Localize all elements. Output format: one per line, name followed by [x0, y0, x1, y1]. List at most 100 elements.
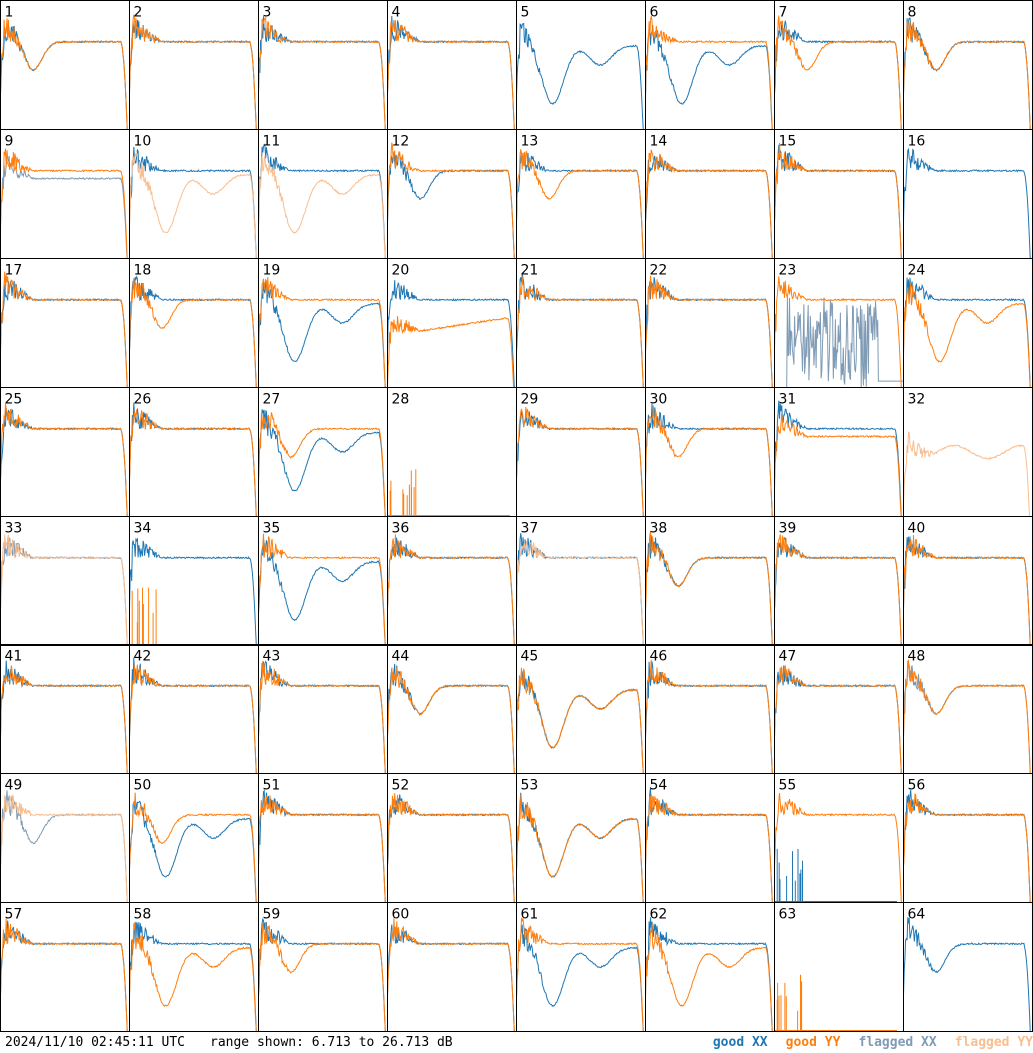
panel-16: 16: [903, 129, 1033, 259]
panel-label-49: 49: [5, 778, 23, 794]
panel-4: 4: [387, 0, 517, 130]
series-yy-42: [129, 664, 257, 774]
series-xx-38: [645, 535, 773, 646]
series-yy-9: [0, 148, 128, 259]
panel-27: 27: [258, 387, 388, 517]
series-xx-45: [516, 670, 644, 774]
series-xx-23: [774, 297, 904, 388]
series-yy-4: [387, 19, 515, 130]
panel-51: 51: [258, 773, 388, 903]
series-yy-1: [0, 18, 128, 130]
panel-label-30: 30: [650, 392, 668, 408]
legend-flagged-xx: flagged XX: [858, 1035, 937, 1050]
panel-label-7: 7: [779, 5, 788, 21]
series-yy-23: [774, 276, 902, 388]
panel-label-36: 36: [392, 521, 410, 537]
series-yy-25: [0, 403, 128, 517]
panel-20: 20: [387, 258, 517, 388]
panel-label-61: 61: [521, 907, 539, 923]
panel-56: 56: [903, 773, 1033, 903]
timestamp-label: 2024/11/10 02:45:11 UTC: [5, 1035, 186, 1050]
panel-label-43: 43: [263, 649, 281, 665]
series-xx-27: [258, 409, 386, 517]
series-yy-55: [774, 793, 902, 903]
legend-flagged-yy: flagged YY: [954, 1035, 1033, 1050]
series-yy-32: [903, 431, 1030, 517]
panel-border-9: [0, 129, 130, 259]
series-xx-42: [129, 657, 257, 774]
series-xx-57: [0, 920, 128, 1032]
series-yy-53: [516, 794, 644, 903]
panel-label-34: 34: [134, 521, 152, 537]
series-xx-59: [258, 917, 386, 1032]
series-xx-52: [387, 794, 515, 903]
series-yy-47: [774, 664, 902, 774]
series-yy-51: [258, 795, 386, 903]
series-xx-5: [516, 22, 644, 130]
panel-label-35: 35: [263, 521, 281, 537]
panel-22: 22: [645, 258, 775, 388]
series-xx-6: [645, 25, 773, 130]
series-yy-3: [258, 16, 386, 130]
series-yy-46: [645, 659, 773, 774]
panel-37: 37: [516, 516, 646, 646]
panel-label-48: 48: [908, 649, 926, 665]
panel-label-54: 54: [650, 778, 668, 794]
series-xx-21: [516, 273, 644, 388]
series-yy-43: [258, 660, 386, 774]
series-yy-33: [0, 534, 128, 646]
series-xx-54: [645, 787, 773, 903]
panel-label-42: 42: [134, 649, 152, 665]
series-xx-30: [645, 403, 773, 517]
panel-label-51: 51: [263, 778, 281, 794]
panel-33: 33: [0, 516, 130, 646]
series-yy-52: [387, 793, 515, 903]
series-yy-11: [258, 155, 386, 259]
panel-12: 12: [387, 129, 517, 259]
panel-label-47: 47: [779, 649, 797, 665]
panel-label-45: 45: [521, 649, 539, 665]
panel-label-5: 5: [521, 5, 530, 21]
series-xx-16: [903, 147, 1031, 259]
panel-55: 55: [774, 773, 904, 903]
panel-label-16: 16: [908, 134, 926, 150]
panel-62: 62: [645, 902, 775, 1032]
panel-label-12: 12: [392, 134, 410, 150]
panel-border-4: [387, 0, 517, 130]
panel-25: 25: [0, 387, 130, 517]
series-yy-26: [129, 409, 257, 517]
panel-border-8: [903, 0, 1033, 130]
panel-3: 3: [258, 0, 388, 130]
panel-label-19: 19: [263, 263, 281, 279]
series-xx-17: [0, 280, 128, 388]
panel-28: 28: [387, 387, 517, 517]
series-yy-29: [516, 406, 644, 517]
series-xx-48: [903, 661, 1031, 774]
panel-11: 11: [258, 129, 388, 259]
panel-41: 41: [0, 644, 130, 774]
legend: good XX good YY flagged XX flagged YY: [713, 1035, 1033, 1050]
panel-label-14: 14: [650, 134, 668, 150]
panel-label-40: 40: [908, 521, 926, 537]
panel-label-31: 31: [779, 392, 797, 408]
panel-label-17: 17: [5, 263, 23, 279]
panel-label-10: 10: [134, 134, 152, 150]
panel-label-28: 28: [392, 392, 410, 408]
panel-label-13: 13: [521, 134, 539, 150]
panel-35: 35: [258, 516, 388, 646]
panel-38: 38: [645, 516, 775, 646]
panel-label-60: 60: [392, 907, 410, 923]
panel-label-11: 11: [263, 134, 281, 150]
panel-label-29: 29: [521, 392, 539, 408]
panel-label-24: 24: [908, 263, 926, 279]
panel-60: 60: [387, 902, 517, 1032]
panel-border-2: [129, 0, 259, 130]
series-xx-55: [774, 848, 898, 903]
panel-44: 44: [387, 644, 517, 774]
series-yy-12: [387, 142, 515, 259]
series-yy-41: [0, 665, 128, 774]
series-xx-53: [516, 792, 644, 903]
panel-label-21: 21: [521, 263, 539, 279]
panel-57: 57: [0, 902, 130, 1032]
panel-17: 17: [0, 258, 130, 388]
